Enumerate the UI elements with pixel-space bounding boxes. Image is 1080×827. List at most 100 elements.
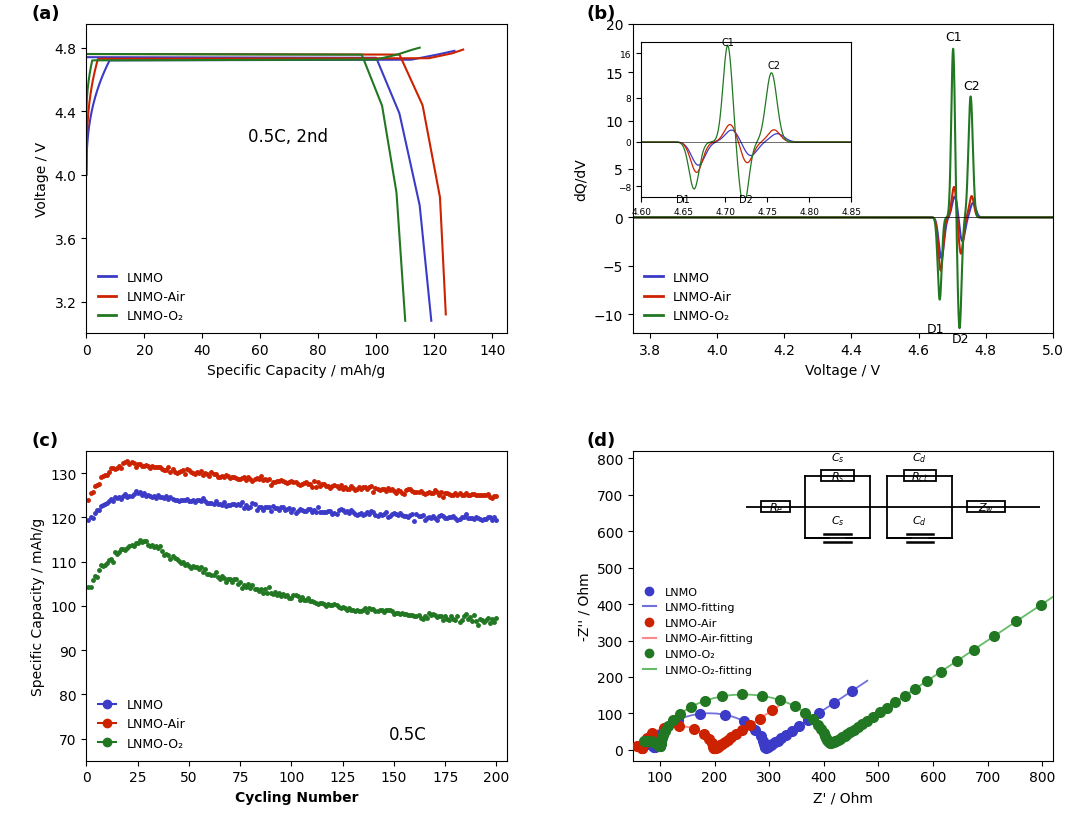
LNMO-O₂ [816,729,834,743]
LNMO-Air-fitting [636,739,649,749]
LNMO-O₂ [822,736,839,749]
LNMO [645,739,662,753]
Legend: LNMO, LNMO-fitting, LNMO-Air, LNMO-Air-fitting, LNMO-O₂, LNMO-O₂-fitting: LNMO, LNMO-fitting, LNMO-Air, LNMO-Air-f… [638,583,758,679]
LNMO-Air-fitting [717,738,730,748]
LNMO-Air [719,734,737,747]
LNMO-Air [633,742,650,755]
LNMO-O₂ [839,728,856,741]
LNMO [766,736,783,749]
LNMO-Air [644,726,661,739]
LNMO [650,729,667,742]
LNMO-O₂ [853,718,870,731]
X-axis label: Voltage / V: Voltage / V [806,363,880,377]
LNMO [752,730,769,743]
LNMO-O₂ [818,732,835,745]
LNMO [756,740,773,753]
LNMO-O₂ [823,736,840,749]
LNMO [769,734,786,748]
LNMO-O₂ [932,665,949,678]
LNMO-O₂ [642,734,659,748]
LNMO-Air [632,741,649,754]
LNMO-Air [629,739,646,753]
LNMO-Air [634,739,651,752]
LNMO [644,739,661,752]
LNMO [646,739,663,753]
LNMO-O₂ [809,718,826,731]
LNMO-O₂ [638,734,656,748]
LNMO-Air [634,740,651,753]
Text: 0.5C, 2nd: 0.5C, 2nd [248,128,328,146]
LNMO-O₂ [786,700,804,713]
LNMO-O₂ [651,740,669,753]
Line: LNMO-Air-fitting: LNMO-Air-fitting [637,704,782,748]
LNMO [762,739,780,752]
LNMO-Air-fitting [775,699,788,709]
LNMO-O₂ [870,706,888,719]
LNMO-O₂ [650,739,667,752]
LNMO-O₂ [907,682,924,696]
LNMO-O₂ [819,734,836,747]
LNMO-O₂ [812,723,829,736]
X-axis label: Specific Capacity / mAh/g: Specific Capacity / mAh/g [207,363,386,377]
LNMO-Air-fitting [644,730,657,740]
Y-axis label: Specific Capacity / mAh/g: Specific Capacity / mAh/g [30,517,44,696]
LNMO-O₂ [825,735,842,748]
LNMO-O₂ [652,734,670,747]
LNMO-O₂ [648,737,665,750]
LNMO-Air [711,739,728,753]
X-axis label: Z' / Ohm: Z' / Ohm [813,790,873,804]
Legend: LNMO, LNMO-Air, LNMO-O₂: LNMO, LNMO-Air, LNMO-O₂ [93,266,190,327]
X-axis label: Cycling Number: Cycling Number [234,790,359,804]
LNMO-O₂ [651,739,669,753]
LNMO-Air-fitting [707,743,720,753]
LNMO-O₂ [919,674,936,687]
LNMO-Air-fitting [631,741,644,751]
LNMO-Air [634,741,651,754]
LNMO [640,738,658,751]
LNMO-O₂ [834,731,851,744]
LNMO [657,721,674,734]
LNMO-O₂ [645,735,662,748]
LNMO-Air [633,742,650,755]
LNMO-Air-fitting [707,743,720,753]
LNMO-O₂ [948,655,966,668]
Line: LNMO-O₂-fitting: LNMO-O₂-fitting [644,497,1080,747]
Line: LNMO-fitting: LNMO-fitting [645,681,867,748]
LNMO-Air [733,724,751,737]
LNMO-Air [638,732,656,745]
Y-axis label: Voltage / V: Voltage / V [36,142,49,217]
LNMO-O₂ [966,643,983,657]
LNMO [647,737,664,750]
LNMO-fitting [764,741,777,751]
Text: D2: D2 [951,332,969,345]
LNMO [646,740,663,753]
LNMO [716,708,733,721]
LNMO-O₂ [696,695,713,708]
LNMO [791,720,808,734]
LNMO [758,741,775,754]
LNMO-O₂ [652,735,670,748]
Text: 0.5C: 0.5C [389,725,427,743]
LNMO-Air [633,741,650,754]
LNMO [758,741,775,754]
LNMO-Air-fitting [761,709,774,719]
LNMO-fitting [861,676,874,686]
LNMO [735,715,753,729]
LNMO [648,734,665,747]
Text: (a): (a) [31,5,60,22]
LNMO-O₂ [635,734,652,748]
Text: C1: C1 [945,31,961,44]
LNMO-fitting [759,743,772,753]
LNMO [636,737,653,750]
Text: (b): (b) [586,5,616,22]
LNMO-O₂-fitting [824,738,837,748]
LNMO-O₂ [733,688,751,701]
LNMO-Air [764,704,781,717]
LNMO-Air [705,741,723,754]
Legend: LNMO, LNMO-Air, LNMO-O₂: LNMO, LNMO-Air, LNMO-O₂ [639,266,737,327]
LNMO-O₂ [824,736,841,749]
LNMO-O₂-fitting [899,691,912,701]
LNMO-O₂ [821,736,838,749]
LNMO-O₂ [647,736,664,749]
LNMO [646,740,663,753]
